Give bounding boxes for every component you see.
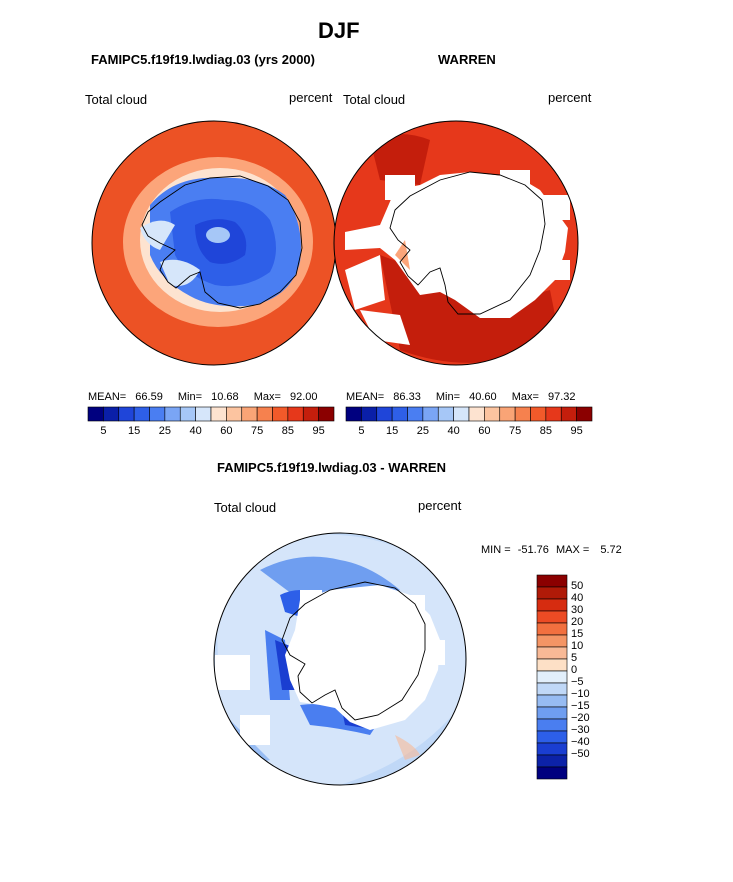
colorbar1-tick-label: 60 [220, 425, 233, 437]
map-warren-total-cloud [334, 121, 578, 365]
panel1-min-label: Min= [177, 391, 203, 403]
colorbar2-tick-label: 60 [478, 425, 491, 437]
panel2-min-value: 40.60 [469, 391, 497, 403]
map-model-total-cloud [92, 121, 336, 365]
diff-colorbar-swatch [536, 670, 568, 684]
colorbar1-tick-label: 5 [100, 425, 107, 437]
diff-colorbar-tick-label: −40 [571, 736, 590, 748]
panel2-header: WARREN [438, 52, 496, 67]
diff-colorbar-swatch [536, 742, 568, 756]
diff-colorbar-tick-label: 30 [571, 604, 584, 616]
colorbar1-tick-label: 15 [128, 425, 141, 437]
panel2-mean-value: 86.33 [393, 391, 421, 403]
diff-colorbar-tick-label: −50 [571, 748, 590, 760]
diff-colorbar-swatch [536, 646, 568, 660]
diff-colorbar-tick-label: 20 [571, 616, 584, 628]
panel1-units: percent [289, 90, 333, 105]
diff-colorbar-swatch [536, 658, 568, 672]
diff-colorbar-swatch [536, 754, 568, 768]
diff-colorbar-tick-label: −5 [571, 676, 584, 688]
diff-units: percent [418, 498, 462, 513]
panel2-max-label: Max= [511, 391, 539, 403]
diff-var-label: Total cloud [214, 500, 277, 515]
diff-min-label: MIN = [481, 544, 511, 556]
diff-header: FAMIPC5.f19f19.lwdiag.03 - WARREN [217, 460, 446, 475]
panel1-header: FAMIPC5.f19f19.lwdiag.03 (yrs 2000) [91, 52, 315, 67]
diff-colorbar-tick-label: −30 [571, 724, 590, 736]
panel1-stats: MEAN= 66.59 Min= 10.68 Max= 92.00 [88, 391, 318, 403]
diff-colorbar-tick-label: 5 [571, 652, 578, 664]
diff-colorbar-tick-label: 50 [571, 580, 584, 592]
diff-max-value: 5.72 [600, 544, 622, 556]
diff-colorbar-swatch [536, 706, 568, 720]
panel2-min-label: Min= [435, 391, 461, 403]
diff-colorbar-tick-label: −20 [571, 712, 590, 724]
colorbar2-tick-label: 15 [386, 425, 399, 437]
diff-colorbar-swatch [536, 574, 568, 588]
colorbar1-tick-label: 85 [281, 425, 294, 437]
colorbar2-tick-label: 40 [447, 425, 460, 437]
diff-colorbar-tick-label: −15 [571, 700, 590, 712]
diff-colorbar-swatch [536, 730, 568, 744]
panel2-var-label: Total cloud [343, 92, 406, 107]
diff-colorbar-swatch [536, 682, 568, 696]
colorbar2-swatch [576, 406, 593, 422]
map-difference-total-cloud [214, 533, 466, 785]
diff-colorbar-swatch [536, 586, 568, 600]
diff-colorbar-tick-label: 40 [571, 592, 584, 604]
panel2-stats: MEAN= 86.33 Min= 40.60 Max= 97.32 [346, 391, 576, 403]
colorbar1-tick-label: 25 [158, 425, 171, 437]
colorbar1-tick-label: 75 [251, 425, 264, 437]
panel1-max-value: 92.00 [289, 391, 318, 403]
diff-minmax: MIN = -51.76 MAX = 5.72 [481, 544, 622, 556]
diff-colorbar-swatch [536, 622, 568, 636]
diff-colorbar-swatch [536, 694, 568, 708]
diff-colorbar-swatch [536, 766, 568, 780]
panel2-mean-label: MEAN= [346, 391, 385, 403]
colorbar2-tick-label: 85 [539, 425, 552, 437]
panel2-units: percent [548, 90, 592, 105]
colorbar2-tick-label: 75 [509, 425, 522, 437]
panel1-min-value: 10.68 [211, 391, 239, 403]
diff-colorbar-tick-label: 15 [571, 628, 584, 640]
diff-colorbar-swatch [536, 610, 568, 624]
diff-colorbar-swatch [536, 718, 568, 732]
diff-colorbar-tick-label: 10 [571, 640, 584, 652]
colorbar1-tick-label: 40 [189, 425, 202, 437]
panel2-max-value: 97.32 [547, 391, 576, 403]
diff-colorbar-tick-label: 0 [571, 664, 578, 676]
diff-colorbar-swatch [536, 634, 568, 648]
colorbar2-tick-label: 95 [570, 425, 583, 437]
panel1-max-label: Max= [253, 391, 281, 403]
panel1-mean-label: MEAN= [88, 391, 127, 403]
colorbar2-tick-label: 5 [358, 425, 365, 437]
colorbar1-swatch [318, 406, 335, 422]
page-title: DJF [318, 18, 360, 43]
diff-max-label: MAX = [555, 544, 590, 556]
panel1-var-label: Total cloud [85, 92, 148, 107]
colorbar2-tick-label: 25 [416, 425, 429, 437]
diff-colorbar-tick-label: −10 [571, 688, 590, 700]
diff-colorbar-swatch [536, 598, 568, 612]
colorbar1-tick-label: 95 [312, 425, 325, 437]
diff-min-value: -51.76 [517, 544, 549, 556]
panel1-mean-value: 66.59 [135, 391, 163, 403]
